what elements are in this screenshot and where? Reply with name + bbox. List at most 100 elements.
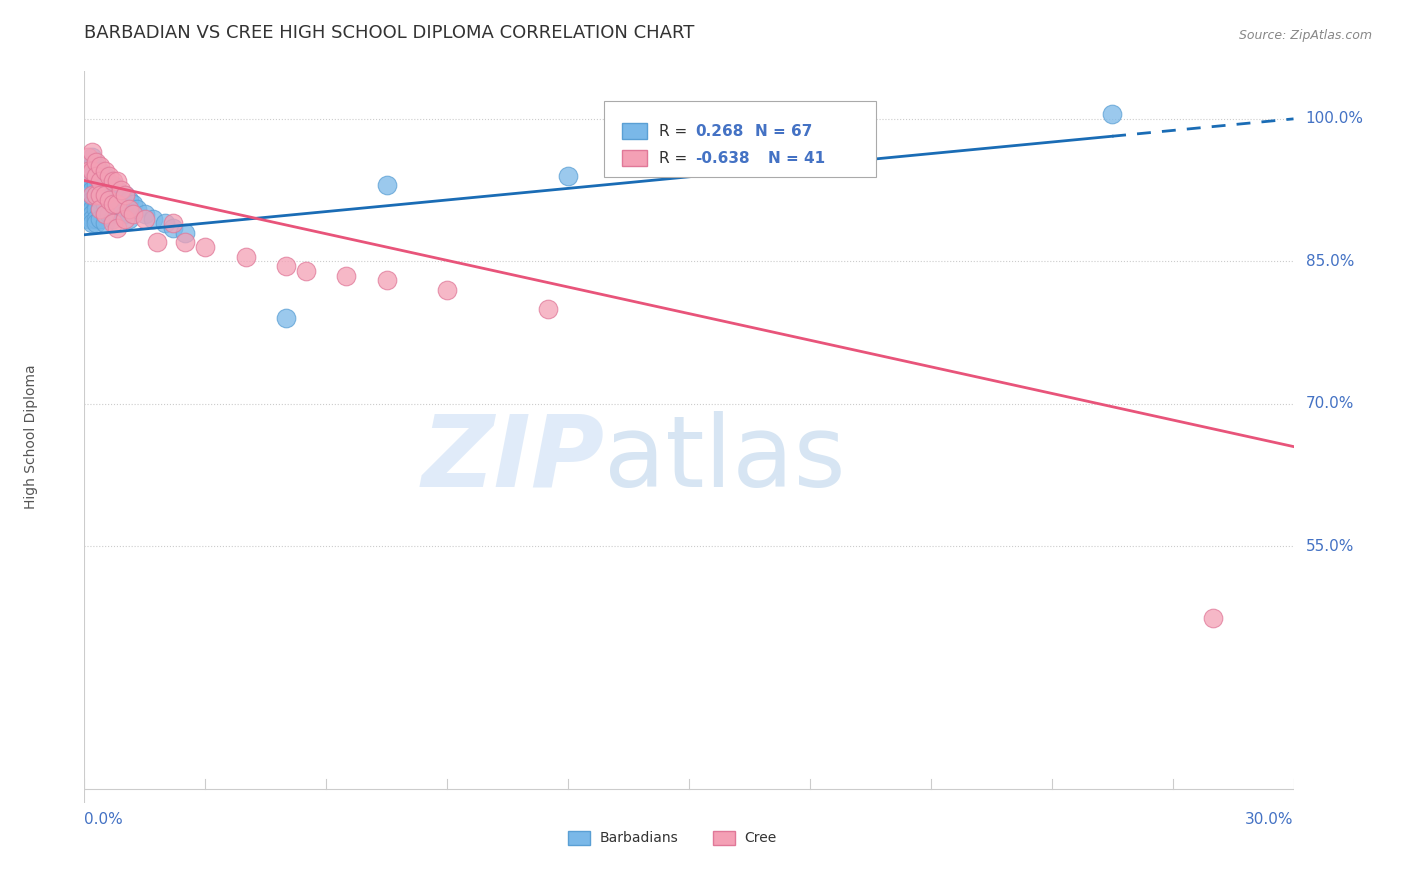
Text: 30.0%: 30.0% xyxy=(1246,813,1294,827)
Point xyxy=(86,187,108,202)
Text: ZIP: ZIP xyxy=(422,410,605,508)
Point xyxy=(1202,610,1225,624)
Point xyxy=(86,154,108,169)
Point xyxy=(121,207,143,221)
Point xyxy=(105,193,128,207)
Text: N = 41: N = 41 xyxy=(768,151,825,166)
Point xyxy=(118,202,141,216)
Point xyxy=(114,187,136,202)
Text: 0.268: 0.268 xyxy=(695,124,744,139)
Point xyxy=(235,250,257,264)
Point xyxy=(118,211,141,226)
Text: N = 67: N = 67 xyxy=(755,124,813,139)
Point xyxy=(97,193,120,207)
Text: Source: ZipAtlas.com: Source: ZipAtlas.com xyxy=(1239,29,1372,42)
Point xyxy=(375,273,398,287)
Point xyxy=(86,159,108,173)
Point xyxy=(82,207,104,221)
Point xyxy=(110,207,132,221)
Point xyxy=(101,187,124,202)
Point xyxy=(89,159,111,173)
Point xyxy=(82,202,104,216)
Point xyxy=(758,150,780,164)
Point xyxy=(436,283,458,297)
Point xyxy=(86,216,108,230)
Point xyxy=(89,173,111,187)
Point xyxy=(82,187,104,202)
Point xyxy=(77,150,100,164)
Point xyxy=(82,164,104,178)
Point xyxy=(274,259,297,273)
Point xyxy=(162,216,184,230)
Point xyxy=(105,183,128,197)
Point xyxy=(97,169,120,183)
Point xyxy=(142,211,165,226)
Point xyxy=(82,145,104,160)
Point xyxy=(105,197,128,211)
Point xyxy=(89,173,111,187)
Point xyxy=(89,164,111,178)
Point xyxy=(125,202,148,216)
Point xyxy=(89,211,111,226)
Point xyxy=(93,187,115,202)
Point xyxy=(110,187,132,202)
Point xyxy=(77,164,100,178)
Point xyxy=(86,202,108,216)
Point xyxy=(97,187,120,202)
Point xyxy=(82,169,104,183)
Point xyxy=(86,178,108,193)
Point xyxy=(82,197,104,211)
Point xyxy=(82,216,104,230)
Point xyxy=(134,207,156,221)
Bar xyxy=(568,830,589,846)
Point xyxy=(77,187,100,202)
Point xyxy=(101,178,124,193)
Point xyxy=(82,159,104,173)
Text: 100.0%: 100.0% xyxy=(1306,112,1364,127)
Point xyxy=(77,207,100,221)
Point xyxy=(101,216,124,230)
Point xyxy=(89,202,111,216)
Point xyxy=(97,178,120,193)
Text: Barbadians: Barbadians xyxy=(599,831,678,845)
Point xyxy=(86,187,108,202)
Point xyxy=(89,187,111,202)
Point xyxy=(101,211,124,226)
Point xyxy=(134,211,156,226)
Text: Cree: Cree xyxy=(745,831,776,845)
Bar xyxy=(623,151,647,167)
Text: 55.0%: 55.0% xyxy=(1306,539,1354,554)
Point xyxy=(557,169,579,183)
Point xyxy=(93,187,115,202)
Point xyxy=(89,202,111,216)
Point xyxy=(97,207,120,221)
Point xyxy=(375,178,398,193)
Point xyxy=(101,197,124,211)
Point xyxy=(121,197,143,211)
FancyBboxPatch shape xyxy=(605,101,876,178)
Text: atlas: atlas xyxy=(605,410,846,508)
Point xyxy=(162,221,184,235)
Point xyxy=(77,193,100,207)
Point xyxy=(101,197,124,211)
Point xyxy=(93,178,115,193)
Point xyxy=(93,216,115,230)
Point xyxy=(77,211,100,226)
Point xyxy=(89,193,111,207)
Point xyxy=(82,193,104,207)
Point xyxy=(114,207,136,221)
Text: 85.0%: 85.0% xyxy=(1306,254,1354,268)
Point xyxy=(82,211,104,226)
Point xyxy=(93,164,115,178)
Point xyxy=(93,207,115,221)
Point xyxy=(174,235,197,250)
Point xyxy=(295,264,318,278)
Point xyxy=(105,173,128,187)
Text: R =: R = xyxy=(659,151,692,166)
Point xyxy=(114,211,136,226)
Point xyxy=(86,197,108,211)
Text: R =: R = xyxy=(659,124,692,139)
Point xyxy=(89,183,111,197)
Point xyxy=(82,173,104,187)
Point xyxy=(86,169,108,183)
